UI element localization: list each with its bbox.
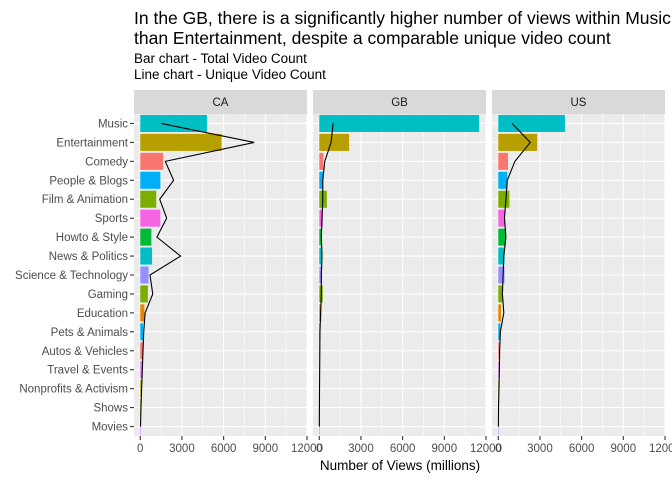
- y-tick-label-education: Education: [77, 308, 128, 320]
- y-tick-label-travel-and-events: Travel & Events: [47, 365, 128, 377]
- bar-us-sports: [498, 209, 505, 227]
- bar-ca-sports: [140, 209, 161, 227]
- y-tick-label-news-and-politics: News & Politics: [49, 251, 128, 263]
- bar-us-entertainment: [498, 133, 538, 151]
- bar-ca-science-and-technology: [140, 266, 149, 284]
- unique-video-line-gb: [318, 123, 334, 427]
- bar-gb-music: [319, 114, 480, 132]
- x-tick-label: 6000: [211, 443, 237, 455]
- x-tick-label: 6000: [569, 443, 595, 455]
- bar-us-science-and-technology: [498, 266, 505, 284]
- bar-ca-travel-and-events: [140, 361, 143, 379]
- bar-us-autos-and-vehicles: [498, 342, 500, 360]
- y-axis: Music Entertainment Comedy People & Blogs Fi…: [15, 118, 134, 434]
- bar-ca-music: [140, 114, 207, 132]
- x-axis-title: Number of Views (millions): [320, 458, 480, 473]
- y-tick-label-nonprofits-and-activism: Nonprofits & Activism: [19, 384, 128, 396]
- bar-ca-gaming: [140, 285, 148, 303]
- y-tick-label-film-and-animation: Film & Animation: [42, 194, 128, 206]
- x-tick-label: 9000: [253, 443, 279, 455]
- y-tick-label-people-and-blogs: People & Blogs: [49, 175, 128, 187]
- bar-ca-entertainment: [140, 133, 222, 151]
- bar-ca-comedy: [140, 152, 164, 170]
- facet-strip-gb: [313, 90, 486, 114]
- bar-ca-autos-and-vehicles: [140, 342, 143, 360]
- y-tick-label-howto-and-style: Howto & Style: [56, 232, 128, 244]
- chart-subtitle-line-1: Bar chart - Total Video Count: [134, 51, 307, 66]
- bar-us-travel-and-events: [498, 361, 500, 379]
- bar-us-gaming: [498, 285, 503, 303]
- bar-gb-entertainment: [319, 133, 350, 151]
- facet-label-ca: CA: [213, 97, 229, 109]
- facet-label-gb: GB: [391, 97, 408, 109]
- bar-us-news-and-politics: [498, 247, 505, 265]
- x-tick-label: 9000: [432, 443, 458, 455]
- bar-us-people-and-blogs: [498, 171, 508, 189]
- x-tick-label: 9000: [611, 443, 637, 455]
- facet-panel-ca: CA 0 3000 6000 9000 12000: [134, 90, 323, 455]
- bar-us-comedy: [498, 152, 508, 170]
- x-tick-label: 12000: [470, 443, 502, 455]
- x-tick-label: 12000: [649, 443, 672, 455]
- x-tick-label: 12000: [291, 443, 323, 455]
- y-tick-label-entertainment: Entertainment: [56, 137, 128, 149]
- unique-video-line-us: [497, 123, 531, 427]
- x-tick-label: 6000: [390, 443, 416, 455]
- bar-ca-nonprofits-and-activism: [140, 380, 142, 398]
- facet-panel-gb: GB 0 3000 6000 9000 12000: [313, 90, 502, 455]
- bar-ca-people-and-blogs: [140, 171, 161, 189]
- facet-strip-ca: [134, 90, 307, 114]
- bar-ca-film-and-animation: [140, 190, 157, 208]
- bar-us-film-and-animation: [498, 190, 510, 208]
- y-tick-label-music: Music: [98, 118, 128, 130]
- y-tick-label-gaming: Gaming: [88, 289, 128, 301]
- bar-gb-science-and-technology: [319, 266, 322, 284]
- x-tick-label: 0: [495, 443, 501, 455]
- chart-subtitle-line-2: Line chart - Unique Video Count: [134, 67, 326, 82]
- bar-ca-education: [140, 304, 145, 322]
- facet-strip-us: [492, 90, 665, 114]
- facet-panels: CA 0 3000 6000 9000 12000 GB 0 3000 6000 9000 12000…: [134, 90, 672, 455]
- y-tick-label-movies: Movies: [92, 422, 129, 434]
- bar-gb-comedy: [319, 152, 324, 170]
- y-tick-label-comedy: Comedy: [85, 156, 128, 168]
- y-tick-label-autos-and-vehicles: Autos & Vehicles: [42, 346, 129, 358]
- chart-title-line-1: In the GB, there is a significantly high…: [134, 8, 671, 28]
- bar-us-howto-and-style: [498, 228, 506, 246]
- bar-gb-people-and-blogs: [319, 171, 324, 189]
- bar-ca-pets-and-animals: [140, 323, 144, 341]
- bar-ca-news-and-politics: [140, 247, 153, 265]
- unique-video-line-ca: [139, 122, 255, 427]
- x-tick-label: 3000: [348, 443, 374, 455]
- x-tick-label: 0: [137, 443, 143, 455]
- x-tick-label: 0: [316, 443, 322, 455]
- bar-ca-howto-and-style: [140, 228, 152, 246]
- bar-us-education: [498, 304, 502, 322]
- x-tick-label: 3000: [169, 443, 195, 455]
- facet-panel-us: US 0 3000 6000 9000 12000: [492, 90, 672, 455]
- y-tick-label-sports: Sports: [95, 213, 128, 225]
- facet-label-us: US: [571, 97, 587, 109]
- y-tick-label-pets-and-animals: Pets & Animals: [51, 327, 129, 339]
- bar-us-music: [498, 114, 565, 132]
- bar-us-pets-and-animals: [498, 323, 501, 341]
- x-tick-label: 3000: [527, 443, 553, 455]
- bar-gb-sports: [319, 209, 323, 227]
- y-tick-label-shows: Shows: [93, 403, 128, 415]
- bar-gb-news-and-politics: [319, 247, 323, 265]
- y-tick-label-science-and-technology: Science & Technology: [15, 270, 128, 282]
- bar-gb-howto-and-style: [319, 228, 322, 246]
- chart-title-line-2: than Entertainment, despite a comparable…: [134, 28, 611, 48]
